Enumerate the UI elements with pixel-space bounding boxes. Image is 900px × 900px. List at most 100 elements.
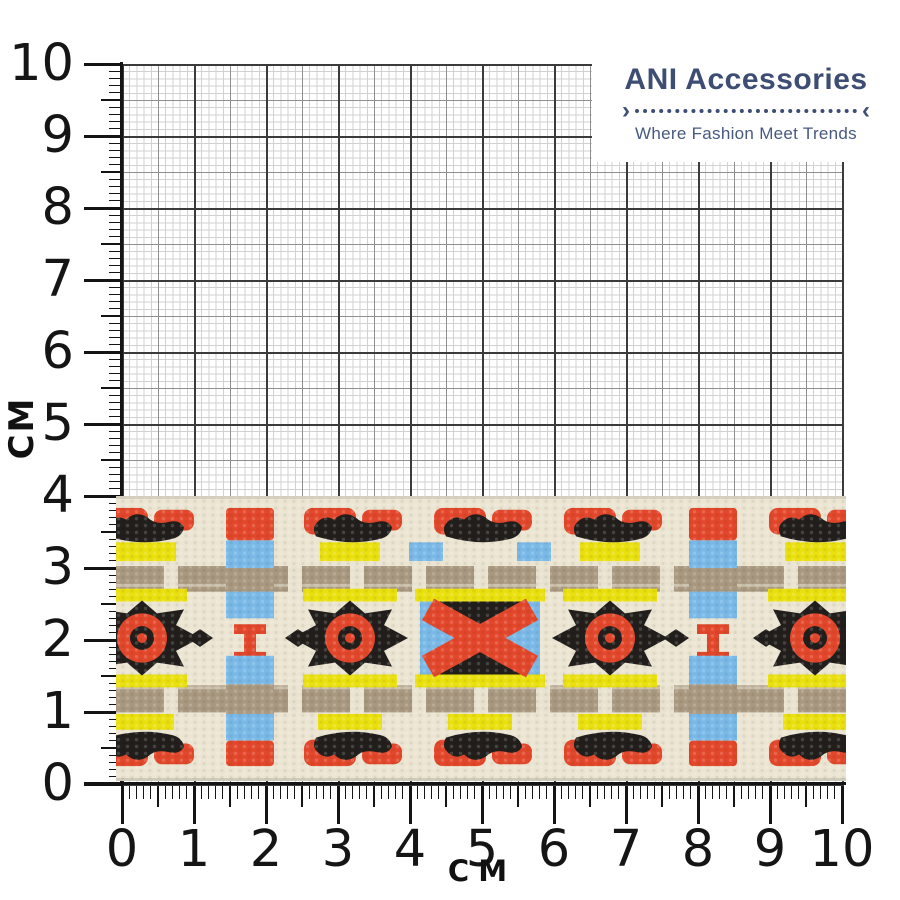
- y-tick: [109, 250, 121, 252]
- y-tick-label: 10: [9, 34, 74, 93]
- x-tick-label: 1: [177, 820, 211, 879]
- x-tick: [215, 786, 217, 799]
- y-tick: [109, 380, 121, 382]
- x-tick: [222, 786, 224, 799]
- x-tick: [812, 786, 814, 799]
- x-tick: [200, 786, 202, 799]
- x-tick: [531, 786, 533, 799]
- x-tick-label: 9: [753, 820, 787, 879]
- x-tick: [135, 786, 137, 799]
- y-tick: [109, 85, 121, 87]
- y-tick: [84, 782, 121, 786]
- y-tick: [109, 761, 121, 763]
- y-tick: [109, 473, 121, 475]
- x-tick: [719, 786, 721, 799]
- y-tick: [109, 430, 121, 432]
- y-tick: [109, 221, 121, 223]
- x-tick: [272, 786, 274, 799]
- x-tick: [783, 786, 785, 799]
- y-tick: [109, 632, 121, 634]
- x-tick-label: 3: [321, 820, 355, 879]
- y-tick: [109, 322, 121, 324]
- y-tick: [109, 437, 121, 439]
- y-tick: [109, 502, 121, 504]
- x-tick: [120, 786, 124, 824]
- y-tick: [109, 236, 121, 238]
- x-tick: [143, 786, 145, 799]
- x-tick: [467, 786, 469, 799]
- y-tick: [109, 286, 121, 288]
- x-tick: [452, 786, 454, 799]
- y-tick: [109, 488, 121, 490]
- y-tick: [109, 329, 121, 331]
- divider-dots: [635, 108, 857, 113]
- brand-logo: ANI Accessories › ‹ Where Fashion Meet T…: [592, 44, 900, 162]
- y-tick-label: 5: [41, 394, 74, 453]
- x-tick: [323, 786, 325, 799]
- x-tick: [171, 786, 173, 799]
- x-tick: [552, 786, 556, 824]
- y-tick: [109, 265, 121, 267]
- x-tick: [488, 786, 490, 799]
- x-tick: [740, 786, 742, 799]
- x-tick: [366, 786, 368, 799]
- x-tick: [336, 786, 340, 824]
- y-tick: [109, 610, 121, 612]
- y-tick: [101, 747, 121, 749]
- x-tick: [704, 786, 706, 799]
- y-tick: [84, 206, 121, 210]
- y-tick: [109, 121, 121, 123]
- x-tick: [539, 786, 541, 799]
- y-tick: [109, 272, 121, 274]
- y-tick: [109, 452, 121, 454]
- x-tick: [733, 786, 735, 807]
- x-tick: [207, 786, 209, 799]
- y-tick: [109, 200, 121, 202]
- x-tick-label: 5: [465, 820, 499, 879]
- y-tick: [109, 92, 121, 94]
- y-tick: [101, 315, 121, 317]
- x-tick: [762, 786, 764, 799]
- x-tick: [675, 786, 677, 799]
- y-tick: [109, 704, 121, 706]
- x-tick: [258, 786, 260, 799]
- x-tick: [768, 786, 772, 824]
- x-tick: [459, 786, 461, 799]
- y-tick: [109, 538, 121, 540]
- x-tick: [726, 786, 728, 799]
- divider-chevron-right-icon: ‹: [862, 96, 870, 124]
- x-tick: [186, 786, 188, 799]
- y-tick: [109, 509, 121, 511]
- x-tick: [395, 786, 397, 799]
- x-tick: [834, 786, 836, 799]
- y-tick: [109, 337, 121, 339]
- x-tick: [387, 786, 389, 799]
- x-tick: [279, 786, 281, 799]
- y-tick: [84, 62, 121, 66]
- y-tick: [109, 697, 121, 699]
- x-tick: [344, 786, 346, 799]
- x-tick: [510, 786, 512, 799]
- y-tick: [84, 494, 121, 498]
- y-tick: [109, 725, 121, 727]
- brand-tagline: Where Fashion Meet Trends: [635, 123, 857, 143]
- x-tick: [596, 786, 598, 799]
- brand-divider: › ‹: [622, 96, 870, 124]
- x-tick-label: 0: [105, 820, 139, 879]
- y-tick-label: 9: [41, 106, 74, 165]
- y-tick: [84, 638, 121, 642]
- y-tick: [109, 70, 121, 72]
- x-tick: [236, 786, 238, 799]
- x-tick: [624, 786, 628, 824]
- y-tick: [109, 214, 121, 216]
- y-tick: [109, 769, 121, 771]
- y-tick-label: 2: [41, 610, 74, 669]
- x-tick: [373, 786, 375, 807]
- brand-name: ANI Accessories: [624, 62, 868, 96]
- y-tick: [109, 178, 121, 180]
- y-tick: [101, 675, 121, 677]
- y-tick: [101, 459, 121, 461]
- x-tick: [164, 786, 166, 799]
- x-tick: [755, 786, 757, 799]
- divider-chevron-left-icon: ›: [622, 96, 630, 124]
